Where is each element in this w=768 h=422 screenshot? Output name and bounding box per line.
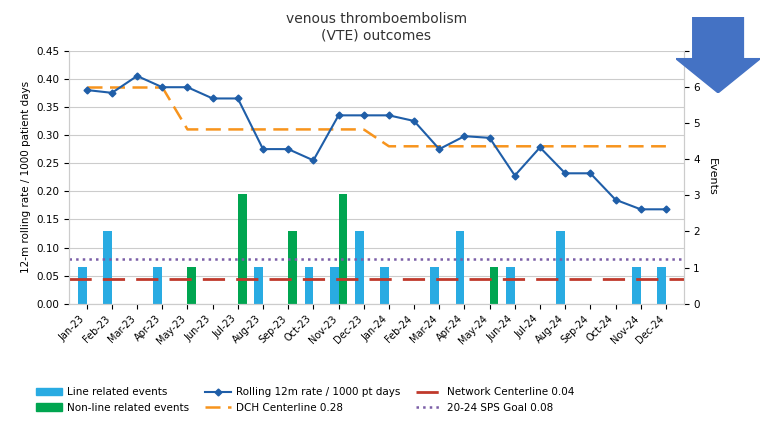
Y-axis label: 12-m rolling rate / 1000 patient days: 12-m rolling rate / 1000 patient days — [21, 81, 31, 273]
Bar — [355, 231, 364, 304]
Bar — [187, 267, 197, 304]
Bar — [490, 267, 498, 304]
Bar — [254, 267, 263, 304]
Bar — [380, 267, 389, 304]
Bar — [506, 267, 515, 304]
Bar — [78, 267, 87, 304]
Bar — [556, 231, 565, 304]
Bar — [632, 267, 641, 304]
Bar — [288, 231, 297, 304]
Y-axis label: Events: Events — [707, 158, 717, 196]
Bar — [430, 267, 439, 304]
Bar — [657, 267, 666, 304]
Bar — [238, 194, 247, 304]
Legend: Line related events, Non-line related events, Rolling 12m rate / 1000 pt days, D: Line related events, Non-line related ev… — [36, 387, 574, 413]
Bar — [329, 267, 339, 304]
Title: venous thromboembolism
(VTE) outcomes: venous thromboembolism (VTE) outcomes — [286, 12, 467, 43]
Bar — [339, 194, 347, 304]
Bar — [103, 231, 112, 304]
Bar — [305, 267, 313, 304]
Polygon shape — [676, 17, 760, 93]
Bar — [154, 267, 162, 304]
Bar — [455, 231, 465, 304]
